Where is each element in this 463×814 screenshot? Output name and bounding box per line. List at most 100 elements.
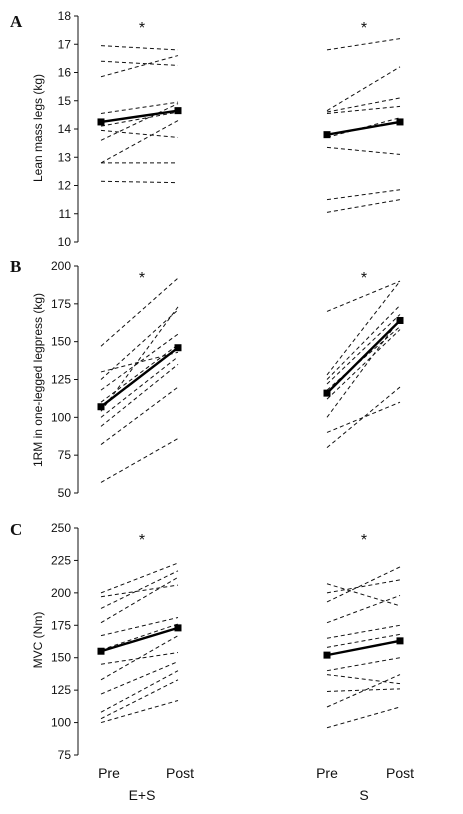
group-label-s: S [359,787,368,803]
individual-line [100,635,179,681]
panel-b-ylabel: 1RM in one-legged legpress (kg) [31,293,45,467]
individual-line [100,309,179,380]
individual-line [326,657,401,672]
mean-point [396,118,404,126]
y-tick-label: 14 [58,122,72,136]
individual-line [100,277,179,347]
individual-line [100,623,179,651]
y-tick-label: 150 [51,335,71,349]
individual-line [100,617,179,637]
panel-b-ticks: 50 75 100 125 150 175 200 [51,259,79,500]
individual-line [326,624,401,639]
individual-line [326,583,401,607]
mean-line [326,120,401,136]
individual-line [100,120,179,164]
y-tick-label: 18 [58,9,72,23]
significance-star: * [361,270,367,287]
y-tick-label: 100 [51,716,71,730]
individual-line [100,576,179,624]
individual-line [100,652,179,665]
y-tick-label: 150 [51,651,71,665]
individual-line [326,146,401,155]
individual-line [100,562,179,594]
y-tick-label: 75 [58,448,72,462]
mean-point [323,651,331,659]
mean-line [326,639,401,657]
individual-line [100,584,179,598]
y-tick-label: 175 [51,297,71,311]
individual-line [326,105,401,114]
y-tick-label: 200 [51,586,71,600]
x-axis-labels: Pre Post Pre Post E+S S [98,765,414,803]
y-tick-label: 175 [51,618,71,632]
mean-line [100,346,179,408]
mean-line [326,319,401,394]
individual-line [326,566,401,603]
panel-a-lines: * * [97,20,404,213]
mean-point [174,624,182,632]
panel-b: B 1RM in one-legged legpress (kg) 50 75 10… [10,257,404,500]
y-tick-label: 225 [51,553,71,567]
mean-point [174,344,182,352]
panel-c-lines: * * [97,532,404,729]
individual-line [326,594,401,624]
individual-line [100,570,179,609]
individual-line [100,700,179,724]
individual-line [326,314,401,385]
mean-point [396,637,404,645]
individual-line [100,306,179,412]
individual-line [100,129,179,138]
panel-c-ylabel: MVC (Nm) [31,612,45,669]
y-tick-label: 17 [58,37,72,51]
y-tick-label: 10 [58,235,72,249]
individual-line [100,111,179,127]
panel-a-ylabel: Lean mass legs (kg) [31,74,45,182]
individual-line [326,386,401,448]
panel-b-lines: * * [97,270,404,483]
individual-line [100,679,179,720]
mean-point [97,118,105,126]
individual-line [100,180,179,184]
mean-point [97,403,105,411]
y-tick-label: 12 [58,179,72,193]
individual-line [100,60,179,66]
individual-line [326,199,401,213]
significance-star: * [139,20,145,37]
significance-star: * [361,20,367,37]
individual-line [100,356,179,418]
mean-point [323,389,331,397]
y-tick-label: 250 [51,521,71,535]
mean-point [174,107,182,115]
y-tick-label: 125 [51,373,71,387]
y-tick-label: 16 [58,66,72,80]
individual-line [100,670,179,713]
y-tick-label: 50 [58,486,72,500]
panel-a-ticks: 10 11 12 13 14 15 16 17 18 [58,9,79,249]
individual-line [326,688,401,692]
panel-c-ticks: 75 100 125 150 175 200 225 250 [51,521,79,762]
panel-a-letter: A [10,12,23,31]
y-tick-label: 125 [51,683,71,697]
significance-star: * [361,532,367,549]
individual-line [326,66,401,112]
individual-line [326,579,401,594]
individual-line [326,280,401,312]
individual-line [100,351,179,373]
y-tick-label: 200 [51,259,71,273]
x-label-post-es: Post [166,765,194,781]
mean-point [323,131,331,139]
y-tick-label: 15 [58,94,72,108]
panel-b-letter: B [10,257,21,276]
individual-line [326,189,401,201]
y-tick-label: 11 [59,207,72,221]
individual-line [326,674,401,708]
mean-line [100,109,179,124]
y-tick-label: 13 [58,150,72,164]
individual-line [100,333,179,391]
individual-line [100,344,179,403]
panel-c-letter: C [10,520,22,539]
individual-line [326,674,401,685]
mean-line [100,626,179,653]
individual-line [100,386,179,445]
